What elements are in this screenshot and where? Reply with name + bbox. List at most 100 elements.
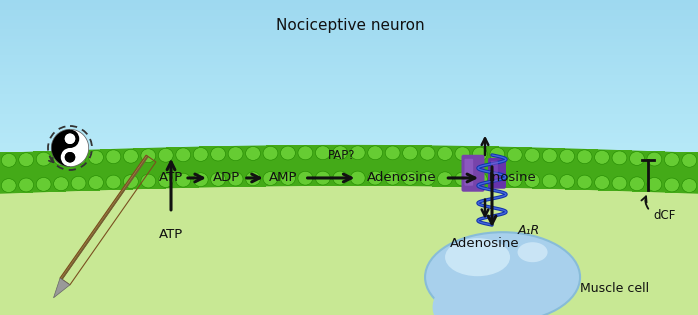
Ellipse shape <box>507 148 522 162</box>
Bar <box>50 151 66 192</box>
Ellipse shape <box>630 177 644 191</box>
Bar <box>0 101 698 104</box>
Bar <box>0 29 698 32</box>
Ellipse shape <box>211 172 225 186</box>
Ellipse shape <box>315 146 330 160</box>
Bar <box>0 159 698 167</box>
Bar <box>0 180 698 188</box>
Bar <box>0 117 698 120</box>
Bar <box>249 146 266 186</box>
Ellipse shape <box>333 146 348 160</box>
Ellipse shape <box>455 172 470 186</box>
Ellipse shape <box>647 177 662 191</box>
Wedge shape <box>70 129 89 167</box>
Ellipse shape <box>333 171 348 185</box>
Circle shape <box>61 148 80 167</box>
Bar <box>0 174 698 182</box>
Bar <box>0 163 698 171</box>
Ellipse shape <box>445 238 510 276</box>
Bar <box>0 172 698 180</box>
Ellipse shape <box>368 171 383 185</box>
Ellipse shape <box>517 242 547 262</box>
Ellipse shape <box>1 153 16 167</box>
Text: AMP: AMP <box>269 171 297 185</box>
Bar <box>0 158 698 166</box>
Ellipse shape <box>490 147 505 161</box>
Bar <box>0 55 698 59</box>
Ellipse shape <box>263 172 278 186</box>
Bar <box>183 147 200 188</box>
Bar <box>0 42 698 46</box>
Bar <box>0 152 17 193</box>
Bar <box>0 143 698 146</box>
Bar <box>0 62 698 65</box>
Bar <box>149 148 166 189</box>
Bar <box>0 65 698 68</box>
Bar <box>0 158 698 165</box>
Bar <box>166 147 183 188</box>
Bar <box>0 16 698 20</box>
Bar <box>0 124 698 127</box>
Ellipse shape <box>211 147 225 161</box>
Ellipse shape <box>54 152 68 165</box>
Bar <box>0 156 698 159</box>
Bar <box>17 152 34 193</box>
Bar <box>0 189 698 192</box>
Bar <box>0 161 698 169</box>
Bar <box>0 179 698 182</box>
Ellipse shape <box>560 175 574 188</box>
Ellipse shape <box>630 152 644 165</box>
Ellipse shape <box>664 178 679 192</box>
Ellipse shape <box>350 146 365 160</box>
FancyBboxPatch shape <box>488 158 506 189</box>
Bar <box>117 149 133 190</box>
Ellipse shape <box>193 147 208 161</box>
Bar <box>0 164 698 172</box>
Bar <box>0 167 698 175</box>
Bar <box>0 111 698 114</box>
Ellipse shape <box>438 146 452 160</box>
Bar <box>0 161 698 169</box>
Bar <box>0 130 698 134</box>
Polygon shape <box>54 278 70 298</box>
Ellipse shape <box>89 150 103 164</box>
Ellipse shape <box>664 153 679 167</box>
Ellipse shape <box>281 146 295 160</box>
Text: Adenosine: Adenosine <box>366 171 436 185</box>
Bar <box>466 146 482 187</box>
Bar <box>0 137 698 140</box>
Ellipse shape <box>433 277 512 315</box>
Bar <box>200 146 216 187</box>
Bar <box>0 72 698 75</box>
Ellipse shape <box>176 173 191 187</box>
Bar <box>0 168 698 176</box>
Bar <box>0 179 698 187</box>
Bar <box>332 145 349 186</box>
Bar <box>133 148 149 189</box>
Bar <box>0 178 698 186</box>
Polygon shape <box>0 169 698 315</box>
Bar <box>632 151 648 192</box>
Bar <box>482 146 498 187</box>
Bar <box>0 59 698 62</box>
Bar <box>0 182 698 190</box>
Wedge shape <box>51 129 70 167</box>
Bar <box>0 7 698 10</box>
Text: dCF: dCF <box>653 209 676 222</box>
Ellipse shape <box>525 148 540 162</box>
Text: ATP: ATP <box>159 171 183 185</box>
Ellipse shape <box>315 171 330 185</box>
Bar <box>0 140 698 143</box>
Bar <box>449 146 466 187</box>
Ellipse shape <box>403 146 417 160</box>
Bar <box>0 171 698 179</box>
Bar <box>0 169 698 177</box>
Bar <box>100 149 117 190</box>
Bar <box>0 163 698 170</box>
Ellipse shape <box>542 174 557 188</box>
Bar <box>0 177 698 185</box>
Ellipse shape <box>420 146 435 160</box>
Bar <box>0 167 698 315</box>
Bar <box>0 134 698 137</box>
Bar <box>0 88 698 91</box>
